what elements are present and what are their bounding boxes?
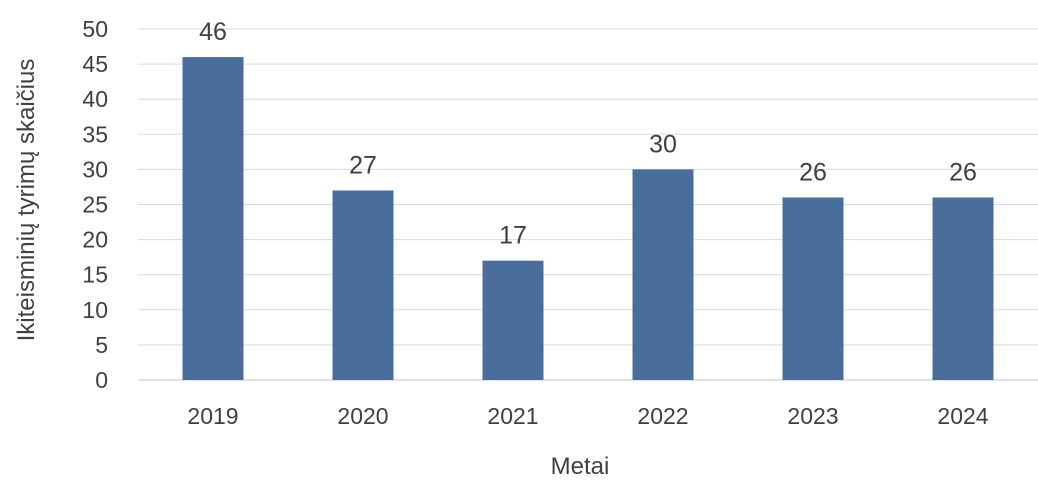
x-tick-label: 2024 [937,403,988,429]
data-label-2023: 26 [799,158,827,186]
x-tick-label: 2022 [637,403,688,429]
x-axis-title: Metai [551,453,610,480]
y-tick-label: 45 [82,51,108,77]
x-tick-layer: 2019 2020 2021 2022 2023 2024 [187,403,988,429]
bar-2021 [482,260,544,380]
x-tick-label: 2021 [487,403,538,429]
bar-layer [182,57,994,381]
y-tick-label: 15 [82,262,108,288]
y-tick-label: 50 [82,16,108,42]
y-tick-layer: 0 5 10 15 20 25 30 35 40 45 50 [82,16,108,393]
bar-2020 [332,190,394,380]
x-tick-label: 2019 [187,403,238,429]
y-tick-label: 40 [82,86,108,112]
x-tick-label: 2023 [787,403,838,429]
y-tick-label: 35 [82,121,108,147]
bar-2024 [932,197,994,380]
y-tick-label: 30 [82,156,108,182]
y-tick-label: 5 [95,332,108,358]
y-tick-label: 20 [82,227,108,253]
data-label-2022: 30 [649,130,677,158]
y-axis-title: Ikiteisminių tyrimų skaičius [13,59,40,342]
grid-layer [138,28,1038,381]
bar-2023 [782,197,844,380]
bar-2019 [182,57,244,381]
y-tick-label: 10 [82,297,108,323]
data-label-2024: 26 [949,158,977,186]
bar-2022 [632,169,694,380]
y-tick-label: 0 [95,367,108,393]
x-tick-label: 2020 [337,403,388,429]
data-label-layer: 46 27 17 30 26 26 [199,18,977,250]
y-tick-label: 25 [82,192,108,218]
data-label-2021: 17 [499,222,527,250]
data-label-2020: 27 [349,151,377,179]
data-label-2019: 46 [199,18,227,46]
